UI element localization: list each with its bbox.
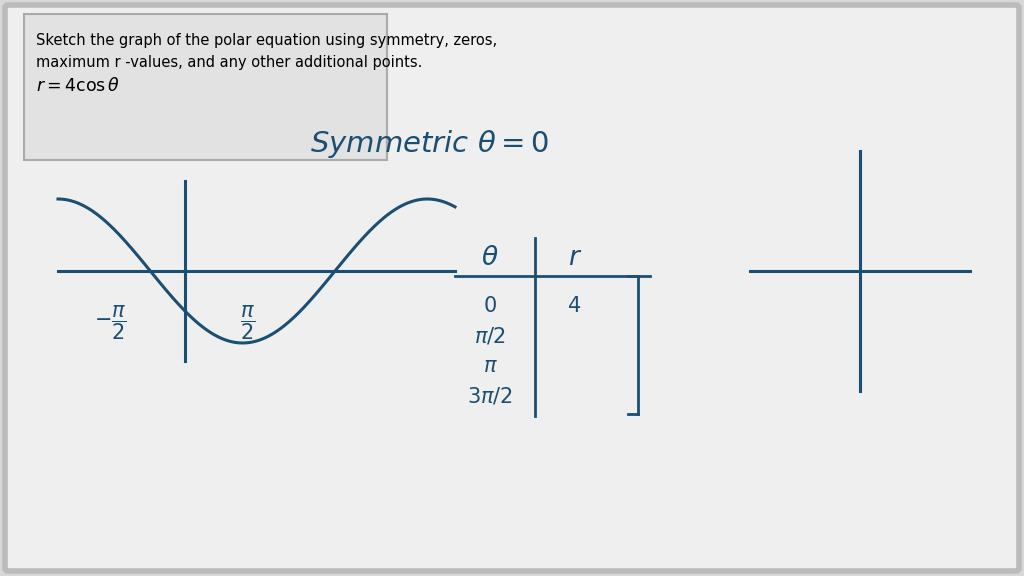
- Text: $\pi$: $\pi$: [482, 356, 498, 376]
- Text: $\dfrac{\pi}{2}$: $\dfrac{\pi}{2}$: [241, 303, 256, 342]
- Text: $\mathit{Symmetric}\ \theta{=}0$: $\mathit{Symmetric}\ \theta{=}0$: [310, 128, 550, 160]
- Text: 4: 4: [568, 296, 582, 316]
- Text: $\theta$: $\theta$: [481, 245, 499, 271]
- Text: $\pi/2$: $\pi/2$: [474, 325, 506, 347]
- Text: maximum r -values, and any other additional points.: maximum r -values, and any other additio…: [36, 55, 422, 70]
- FancyBboxPatch shape: [5, 5, 1019, 571]
- Text: $r = 4\cos\theta$: $r = 4\cos\theta$: [36, 77, 120, 95]
- Text: $r$: $r$: [568, 245, 582, 271]
- Text: Sketch the graph of the polar equation using symmetry, zeros,: Sketch the graph of the polar equation u…: [36, 33, 497, 48]
- FancyBboxPatch shape: [24, 14, 387, 160]
- Text: $-\dfrac{\pi}{2}$: $-\dfrac{\pi}{2}$: [93, 303, 126, 342]
- Text: 0: 0: [483, 296, 497, 316]
- Text: $3\pi/2$: $3\pi/2$: [467, 385, 513, 407]
